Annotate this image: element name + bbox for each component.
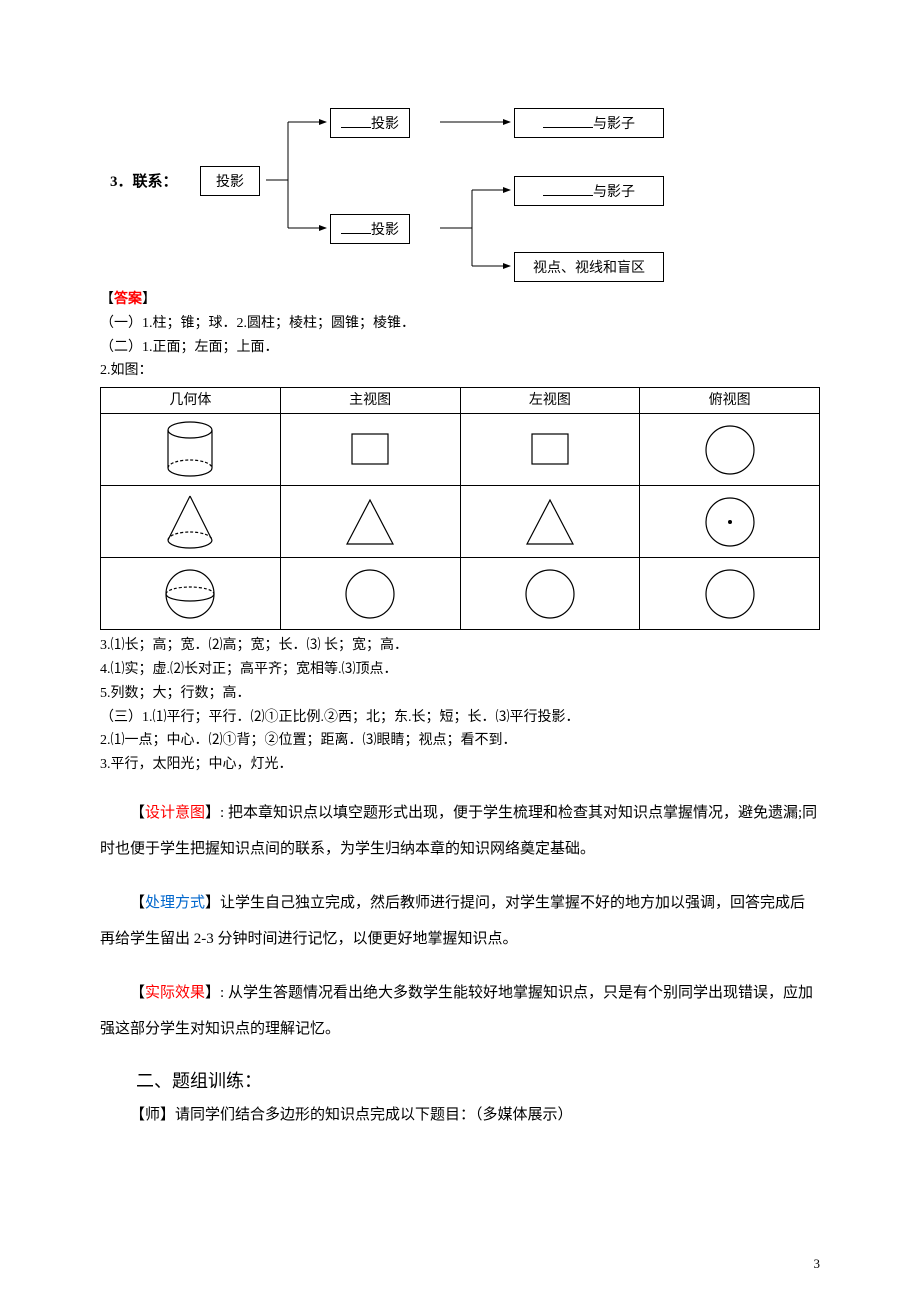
sphere-front bbox=[280, 558, 460, 630]
diagram-leaf-c: 视点、视线和盲区 bbox=[514, 252, 664, 282]
branch-bot-text: 投影 bbox=[371, 223, 399, 238]
answer-line-7: （三）1.⑴平行；平行．⑵①正比例.②西；北；东.长；短；长．⑶平行投影． bbox=[100, 706, 820, 730]
cone-top bbox=[640, 486, 820, 558]
answer-heading: 【【答案】答案】 bbox=[100, 288, 820, 312]
views-table: 几何体 主视图 左视图 俯视图 bbox=[100, 387, 820, 630]
answer-block: 【【答案】答案】 （一）1.柱；锥；球．2.圆柱；棱柱；圆锥；棱锥． （二）1.… bbox=[100, 288, 820, 777]
design-intent-label: 设计意图 bbox=[145, 805, 205, 821]
th-left: 左视图 bbox=[460, 388, 640, 414]
answer-line-4: 3.⑴长；高；宽．⑵高；宽；长．⑶ 长；宽；高． bbox=[100, 634, 820, 658]
cylinder-top bbox=[640, 414, 820, 486]
th-solid: 几何体 bbox=[101, 388, 281, 414]
diagram-root: 投影 bbox=[200, 166, 260, 196]
diagram-label: 3．联系： bbox=[110, 170, 178, 191]
sphere-solid bbox=[101, 558, 281, 630]
answer-line-5: 4.⑴实；虚.⑵长对正；高平齐；宽相等.⑶顶点． bbox=[100, 658, 820, 682]
cone-front bbox=[280, 486, 460, 558]
sphere-left bbox=[460, 558, 640, 630]
answer-line-8: 2.⑴一点；中心．⑵①背；②位置；距离．⑶眼睛；视点；看不到． bbox=[100, 729, 820, 753]
answer-line-3: 2.如图： bbox=[100, 359, 820, 383]
handling-para: 【处理方式】让学生自己独立完成，然后教师进行提问，对学生掌握不好的地方加以强调，… bbox=[100, 885, 820, 957]
table-row bbox=[101, 486, 820, 558]
effect-para: 【实际效果】: 从学生答题情况看出绝大多数学生能较好地掌握知识点，只是有个别同学… bbox=[100, 975, 820, 1047]
diagram-branch-bottom: 投影 bbox=[330, 214, 410, 244]
leaf-a-text: 与影子 bbox=[593, 117, 635, 132]
branch-top-text: 投影 bbox=[371, 117, 399, 132]
table-row bbox=[101, 558, 820, 630]
leaf-b-text: 与影子 bbox=[593, 185, 635, 200]
diagram-leaf-a: 与影子 bbox=[514, 108, 664, 138]
answer-line-9: 3.平行，太阳光；中心，灯光． bbox=[100, 753, 820, 777]
page-number: 3 bbox=[814, 1256, 821, 1272]
design-intent-para: 【设计意图】: 把本章知识点以填空题形式出现，便于学生梳理和检查其对知识点掌握情… bbox=[100, 795, 820, 867]
handling-label: 处理方式 bbox=[145, 895, 205, 911]
diagram-branch-top: 投影 bbox=[330, 108, 410, 138]
th-top: 俯视图 bbox=[640, 388, 820, 414]
cone-left bbox=[460, 486, 640, 558]
table-header-row: 几何体 主视图 左视图 俯视图 bbox=[101, 388, 820, 414]
answer-line-2: （二）1.正面；左面；上面． bbox=[100, 336, 820, 360]
projection-diagram: 3．联系： 投影 投影 投影 与影子 与影子 视点、视线和盲区 bbox=[110, 80, 820, 280]
table-row bbox=[101, 414, 820, 486]
answer-line-6: 5.列数；大；行数；高． bbox=[100, 682, 820, 706]
th-front: 主视图 bbox=[280, 388, 460, 414]
answer-line-1: （一）1.柱；锥；球．2.圆柱；棱柱；圆锥；棱锥． bbox=[100, 312, 820, 336]
section-2-title: 二、题组训练： bbox=[100, 1067, 820, 1093]
diagram-leaf-b: 与影子 bbox=[514, 176, 664, 206]
cone-solid bbox=[101, 486, 281, 558]
cylinder-left bbox=[460, 414, 640, 486]
cylinder-solid bbox=[101, 414, 281, 486]
cylinder-front bbox=[280, 414, 460, 486]
effect-label: 实际效果 bbox=[145, 985, 205, 1001]
sphere-top bbox=[640, 558, 820, 630]
teacher-line: 【师】请同学们结合多边形的知识点完成以下题目：（多媒体展示） bbox=[100, 1097, 820, 1133]
